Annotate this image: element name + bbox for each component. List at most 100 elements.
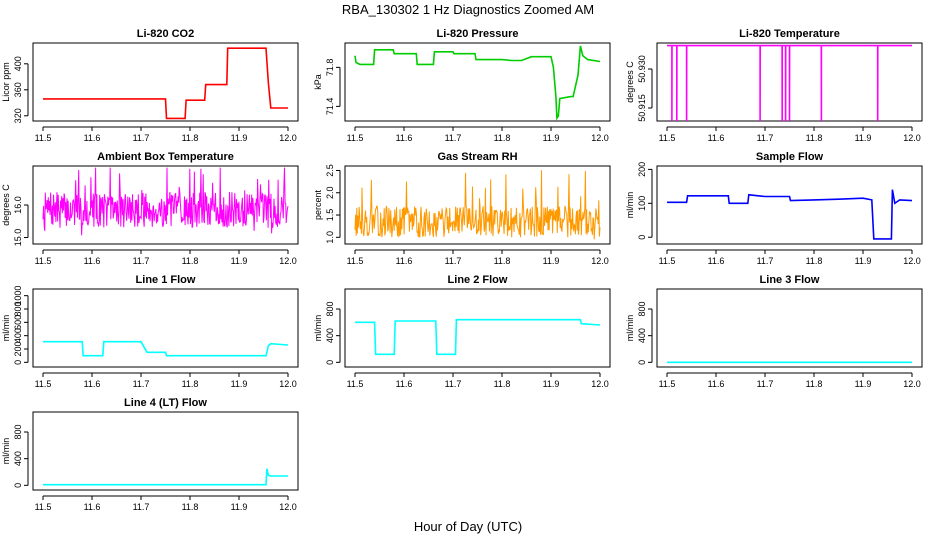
x-tick-label: 11.6 (84, 502, 101, 512)
x-tick-label: 11.9 (855, 133, 872, 143)
plot-frame (656, 165, 923, 245)
y-axis-label: ml/min (625, 192, 635, 219)
panel-2: Li-820 Pressure kPa 11.5 11.6 11.7 11.8 11.9 12… (313, 28, 611, 143)
panel-9: Line 3 Flow ml/min 11.5 11.6 11.7 11.8 11.9 12.… (625, 274, 923, 389)
panel-title: Ambient Box Temperature (97, 151, 234, 163)
x-tick-label: 11.5 (347, 379, 364, 389)
x-tick-label: 11.6 (84, 256, 101, 266)
y-tick-label: 600 (13, 315, 23, 330)
x-tick-label: 11.5 (659, 379, 676, 389)
panel-6: Sample Flow ml/min 11.5 11.6 11.7 11.8 11.9 12.… (625, 151, 923, 266)
panel-title: Line 4 (LT) Flow (124, 397, 207, 409)
panel-8: Line 2 Flow ml/min 11.5 11.6 11.7 11.8 11.9 12.… (313, 274, 611, 389)
figure-title: RBA_130302 1 Hz Diagnostics Zoomed AM (342, 2, 594, 17)
x-tick-label: 11.8 (182, 256, 199, 266)
x-tick-label: 11.7 (757, 379, 774, 389)
x-tick-label: 11.7 (757, 256, 774, 266)
y-tick-label: 50.930 (637, 55, 647, 83)
panel-10: Line 4 (LT) Flow ml/min 11.5 11.6 11.7 11.8 11… (1, 397, 299, 512)
plot-frame (344, 288, 611, 368)
x-tick-label: 11.7 (133, 256, 150, 266)
y-tick-label: 16.0 (13, 196, 23, 214)
plot-frame (32, 288, 299, 368)
y-tick-label: 0 (13, 360, 23, 365)
x-tick-label: 12.0 (279, 502, 297, 512)
y-axis-label: degrees C (625, 61, 635, 103)
plot-frame (32, 411, 299, 491)
x-tick-label: 11.5 (35, 379, 52, 389)
y-tick-label: 800 (325, 301, 335, 316)
plot-frame (32, 165, 299, 245)
panel-title: Line 2 Flow (448, 274, 508, 286)
y-tick-label: 200 (13, 341, 23, 356)
y-tick-label: 1.0 (325, 231, 335, 244)
x-tick-label: 12.0 (279, 379, 297, 389)
panel-title: Line 3 Flow (760, 274, 820, 286)
series-line (667, 189, 913, 240)
x-tick-label: 11.9 (231, 379, 248, 389)
panel-title: Li-820 CO2 (137, 28, 194, 40)
y-tick-label: 0 (325, 360, 335, 365)
panel-title: Line 1 Flow (136, 274, 196, 286)
y-tick-label: 400 (325, 328, 335, 343)
series-line (42, 167, 289, 236)
series-line (43, 340, 289, 357)
series-line (667, 44, 912, 122)
x-tick-label: 11.6 (708, 256, 725, 266)
x-tick-label: 12.0 (591, 379, 609, 389)
x-tick-label: 11.9 (231, 133, 248, 143)
x-tick-label: 11.6 (708, 379, 725, 389)
x-tick-label: 11.7 (445, 133, 462, 143)
y-tick-label: 400 (637, 328, 647, 343)
y-tick-label: 320 (13, 108, 23, 123)
panel-5: Gas Stream RH percent 11.5 11.6 11.7 11.8 11.9… (313, 151, 611, 266)
y-tick-label: 100 (637, 196, 647, 211)
x-tick-label: 11.9 (855, 256, 872, 266)
x-tick-label: 11.8 (806, 256, 823, 266)
x-tick-label: 11.9 (543, 379, 560, 389)
x-tick-label: 12.0 (591, 256, 609, 266)
x-tick-label: 11.8 (494, 379, 511, 389)
x-tick-label: 12.0 (591, 133, 609, 143)
series-line (355, 318, 601, 356)
x-tick-label: 11.7 (445, 256, 462, 266)
y-tick-label: 200 (637, 162, 647, 177)
panel-title: Li-820 Temperature (739, 28, 840, 40)
y-axis-label: ml/min (313, 315, 323, 342)
series-line (43, 47, 288, 120)
y-tick-label: 15.0 (13, 229, 23, 247)
panel-title: Gas Stream RH (437, 151, 517, 163)
x-tick-label: 12.0 (903, 256, 921, 266)
plot-frame (32, 42, 299, 122)
x-tick-label: 11.9 (231, 502, 248, 512)
y-tick-label: 400 (13, 328, 23, 343)
panel-1: Li-820 CO2 Licor ppm 11.5 11.6 11.7 11.8 11.9 1… (1, 28, 299, 143)
x-tick-label: 11.8 (494, 256, 511, 266)
x-tick-label: 11.5 (659, 133, 676, 143)
y-axis-label: ml/min (625, 315, 635, 342)
y-tick-label: 0 (637, 360, 647, 365)
y-tick-label: 400 (13, 451, 23, 466)
panel-3: Li-820 Temperature degrees C 11.5 11.6 11.7 1… (625, 28, 923, 143)
y-tick-label: 400 (13, 56, 23, 71)
x-tick-label: 12.0 (903, 379, 921, 389)
y-tick-label: 1.5 (325, 209, 335, 222)
x-tick-label: 11.6 (708, 133, 725, 143)
x-tick-label: 11.5 (35, 502, 52, 512)
panels-group: Li-820 CO2 Licor ppm 11.5 11.6 11.7 11.8 11.9 1… (1, 28, 923, 512)
y-tick-label: 2.0 (325, 186, 335, 199)
x-tick-label: 11.6 (396, 133, 413, 143)
x-tick-label: 11.8 (806, 379, 823, 389)
y-tick-label: 360 (13, 82, 23, 97)
panel-4: Ambient Box Temperature degrees C 11.5 11.6… (1, 151, 299, 266)
x-tick-label: 11.7 (133, 379, 150, 389)
y-tick-label: 800 (13, 424, 23, 439)
x-tick-label: 11.8 (182, 502, 199, 512)
x-tick-label: 11.5 (347, 256, 364, 266)
y-tick-label: 50.915 (637, 94, 647, 122)
x-tick-label: 11.6 (396, 379, 413, 389)
x-tick-label: 11.6 (84, 133, 101, 143)
x-tick-label: 11.9 (543, 256, 560, 266)
x-tick-label: 11.9 (231, 256, 248, 266)
x-tick-label: 11.6 (396, 256, 413, 266)
